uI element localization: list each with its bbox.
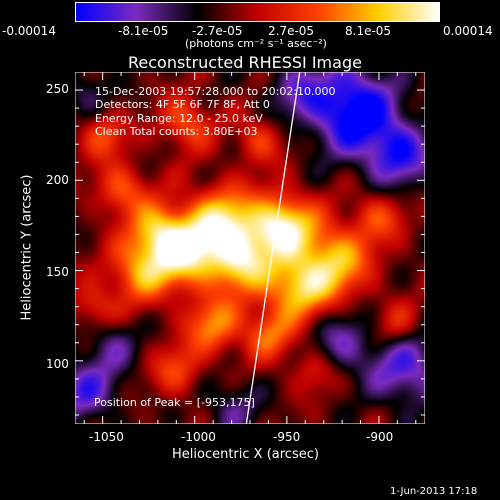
y-tick-label: 250 (46, 82, 69, 96)
plot-area: 15-Dec-2003 19:57:28.000 to 20:02:10.000… (75, 72, 425, 424)
x-tick-label: -1050 (89, 430, 124, 444)
colorbar-tick-label: -0.00014 (2, 24, 56, 38)
y-tick-label: 200 (46, 173, 69, 187)
info-line: Detectors: 4F 5F 6F 7F 8F, Att 0 (95, 98, 270, 111)
timestamp: 1-Jun-2013 17:18 (390, 486, 478, 497)
info-line: Energy Range: 12.0 - 25.0 keV (95, 112, 263, 125)
solar-limb-line (245, 72, 301, 424)
y-tick-label: 100 (46, 357, 69, 371)
colorbar-tick-label: -8.1e-05 (118, 24, 169, 38)
peak-position-label: Position of Peak = [-953,175] (94, 396, 255, 409)
axis-ticks (75, 72, 425, 424)
colorbar-tick-label: 0.00014 (443, 24, 493, 38)
info-line: Clean Total counts: 3.80E+03 (95, 125, 258, 138)
x-tick-label: -950 (273, 430, 301, 444)
x-tick-label: -1000 (181, 430, 216, 444)
y-axis-label: Heliocentric Y (arcsec) (19, 174, 35, 321)
x-axis-label: Heliocentric X (arcsec) (172, 447, 319, 462)
y-tick-label: 150 (46, 265, 69, 279)
colorbar-tick-label: -2.7e-05 (192, 24, 243, 38)
info-line: 15-Dec-2003 19:57:28.000 to 20:02:10.000 (95, 85, 336, 98)
colorbar (75, 2, 440, 22)
plot-overlay (75, 72, 425, 424)
colorbar-unit-label: (photons cm⁻² s⁻¹ asec⁻²) (185, 37, 327, 50)
colorbar-tick-label: 2.7e-05 (268, 24, 315, 38)
plot-title: Reconstructed RHESSI Image (128, 53, 362, 72)
rhessi-image (75, 72, 425, 424)
colorbar-tick-label: 8.1e-05 (345, 24, 392, 38)
x-tick-label: -900 (366, 430, 394, 444)
